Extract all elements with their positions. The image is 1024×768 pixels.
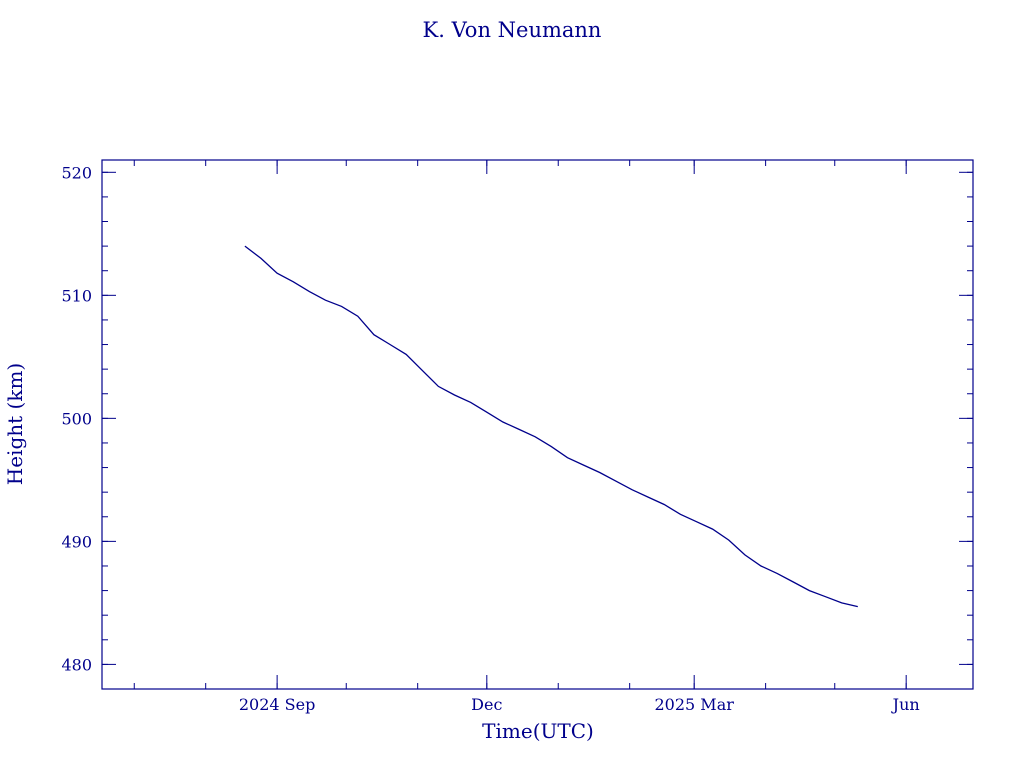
height-series-line xyxy=(244,245,858,608)
y-tick-label: 500 xyxy=(61,409,92,428)
y-tick-label: 490 xyxy=(61,532,92,551)
chart-title: K. Von Neumann xyxy=(423,18,602,42)
x-tick-label: 2025 Mar xyxy=(655,695,735,714)
x-tick-label: Jun xyxy=(891,695,920,714)
x-axis: 2024 Sep Dec 2025 Mar Jun xyxy=(133,160,920,714)
y-axis: 480 490 500 510 520 xyxy=(61,163,973,690)
y-tick-label: 520 xyxy=(61,163,92,182)
y-tick-label: 480 xyxy=(61,655,92,674)
y-axis-label: Height (km) xyxy=(3,363,27,485)
x-axis-label: Time(UTC) xyxy=(482,719,594,743)
plot-frame xyxy=(101,159,974,690)
y-tick-label: 510 xyxy=(61,286,92,305)
x-tick-label: Dec xyxy=(471,695,502,714)
x-tick-label: 2024 Sep xyxy=(239,695,315,714)
